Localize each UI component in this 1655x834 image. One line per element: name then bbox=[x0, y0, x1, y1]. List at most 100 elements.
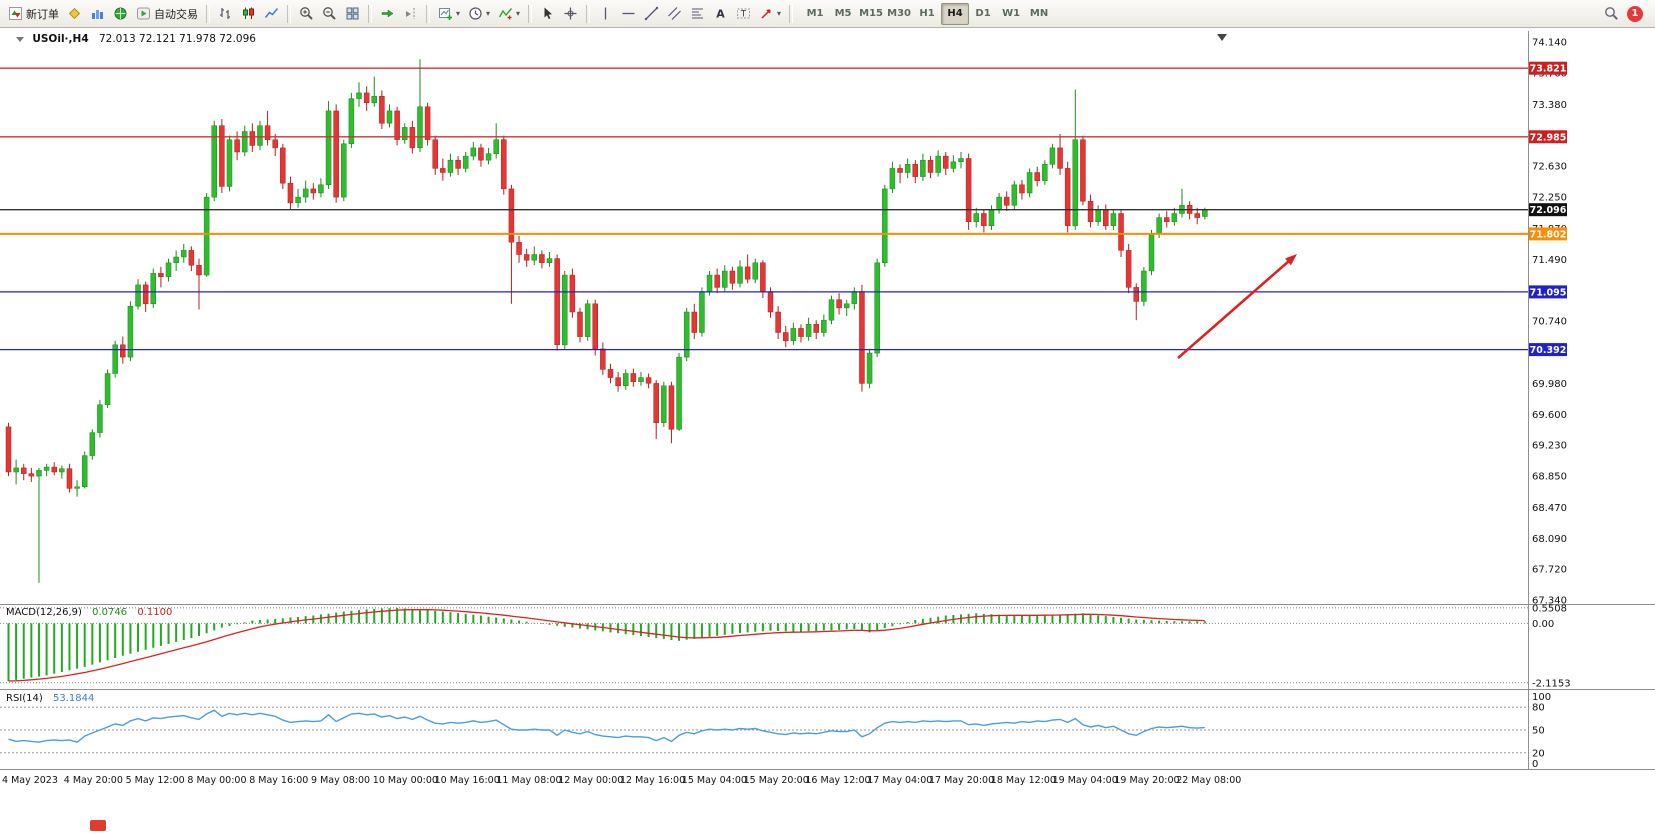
timeframe-h1-button[interactable]: H1 bbox=[919, 7, 935, 19]
text-label-button[interactable]: T bbox=[732, 2, 755, 26]
candlestick-chart-button[interactable] bbox=[237, 2, 260, 26]
trend-arrow[interactable] bbox=[1177, 258, 1292, 359]
candle-body bbox=[158, 273, 164, 277]
candle-body bbox=[127, 305, 134, 358]
navigator-button[interactable] bbox=[109, 2, 132, 26]
vline-icon bbox=[598, 6, 613, 21]
diamond-icon bbox=[67, 6, 82, 21]
timeframe-h4-button[interactable]: H4 bbox=[941, 2, 970, 25]
tile-windows-button[interactable] bbox=[341, 2, 364, 26]
indicators-button[interactable]: ▾ bbox=[494, 2, 524, 26]
candle-body bbox=[562, 274, 568, 346]
time-axis-label: 17 May 20:00 bbox=[929, 775, 994, 786]
chart-shift-button[interactable] bbox=[399, 2, 422, 26]
candle-body bbox=[1171, 213, 1178, 222]
candle-body bbox=[859, 291, 865, 384]
channel-button[interactable] bbox=[663, 2, 686, 26]
bottom-left-red-marker bbox=[90, 820, 106, 831]
trendline-button[interactable] bbox=[640, 2, 663, 26]
dropdown-caret-icon: ▾ bbox=[456, 8, 461, 18]
zoom-in-button[interactable] bbox=[295, 2, 318, 26]
crosshair-button[interactable] bbox=[559, 2, 582, 26]
timeframe-m15-button[interactable]: M15 bbox=[859, 7, 883, 19]
candle-body bbox=[912, 164, 919, 177]
candle-body bbox=[462, 155, 469, 169]
time-axis-label: 19 May 20:00 bbox=[1114, 775, 1179, 786]
globe-icon bbox=[113, 6, 128, 21]
time-axis-label: 9 May 08:00 bbox=[311, 775, 370, 786]
time-axis-label: 19 May 04:00 bbox=[1053, 775, 1118, 786]
autotrading-button-label: 自动交易 bbox=[154, 7, 198, 21]
text-button[interactable]: A bbox=[709, 2, 732, 26]
trend-arrow-head bbox=[1285, 254, 1297, 266]
chart-shift-marker[interactable] bbox=[1217, 34, 1227, 41]
vertical-line-button[interactable] bbox=[594, 2, 617, 26]
cursor-button[interactable] bbox=[536, 2, 559, 26]
text-label-icon: T bbox=[736, 6, 751, 21]
new-chart-button[interactable]: ▾ bbox=[434, 2, 464, 26]
price-tag bbox=[1529, 130, 1567, 144]
candle-body bbox=[668, 385, 675, 430]
candle-body bbox=[135, 284, 141, 307]
candle-body bbox=[1011, 184, 1018, 206]
price-tag bbox=[1529, 227, 1567, 241]
price-axis-label: 69.980 bbox=[1532, 379, 1567, 390]
candle-body bbox=[196, 264, 202, 276]
candle-body bbox=[661, 385, 667, 423]
periods-button[interactable]: ▾ bbox=[464, 2, 494, 26]
candle-body bbox=[302, 188, 309, 198]
search-button[interactable] bbox=[1600, 2, 1623, 26]
metaeditor-button[interactable] bbox=[63, 2, 86, 26]
timeframe-d1-button[interactable]: D1 bbox=[975, 7, 991, 19]
notification-badge[interactable]: 1 bbox=[1627, 5, 1643, 22]
rsi-scale-label: 100 bbox=[1532, 692, 1551, 703]
candle-body bbox=[485, 153, 492, 161]
zoom-out-button[interactable] bbox=[318, 2, 341, 26]
price-tag-label: 72.096 bbox=[1530, 205, 1567, 216]
candle-body bbox=[447, 159, 454, 173]
rsi-scale-label: 20 bbox=[1532, 748, 1545, 759]
candle-body bbox=[1148, 233, 1155, 272]
candle-body bbox=[638, 377, 644, 382]
time-axis-label: 8 May 00:00 bbox=[187, 775, 246, 786]
arrows-button[interactable]: ▾ bbox=[755, 2, 785, 26]
main-plot-area[interactable] bbox=[0, 32, 1528, 604]
charts-button[interactable] bbox=[86, 2, 109, 26]
timeframe-mn-button[interactable]: MN bbox=[1029, 7, 1049, 19]
candle-body bbox=[13, 467, 19, 473]
candle-body bbox=[714, 274, 720, 288]
candle-body bbox=[219, 125, 225, 187]
clock-icon bbox=[468, 6, 483, 21]
toolbar-separator bbox=[789, 4, 794, 23]
auto-scroll-button[interactable] bbox=[376, 2, 399, 26]
candle-body bbox=[501, 139, 507, 190]
timeframe-w1-button[interactable]: W1 bbox=[1002, 7, 1021, 19]
line-chart-button[interactable] bbox=[260, 2, 283, 26]
candle-body bbox=[173, 256, 179, 263]
candle-body bbox=[188, 250, 195, 266]
candle-body bbox=[805, 324, 812, 337]
candle-body bbox=[843, 303, 850, 309]
candle-body bbox=[325, 110, 332, 186]
candle-body bbox=[584, 303, 591, 337]
timeframe-m5-button[interactable]: M5 bbox=[834, 7, 852, 19]
price-axis-label: 68.470 bbox=[1532, 503, 1567, 514]
collapse-chart-icon[interactable] bbox=[16, 37, 24, 42]
horizontal-line-button[interactable] bbox=[617, 2, 640, 26]
candle-body bbox=[821, 319, 827, 333]
autotrading-button[interactable]: 自动交易 bbox=[132, 2, 202, 26]
candle-body bbox=[622, 373, 629, 387]
candle-body bbox=[440, 168, 446, 173]
text-icon: A bbox=[713, 6, 728, 21]
candle-body bbox=[767, 291, 774, 313]
new-order-button[interactable]: 新订单 bbox=[4, 2, 63, 26]
timeframe-m30-button[interactable]: M30 bbox=[887, 7, 911, 19]
candle-body bbox=[866, 352, 873, 384]
timeframe-m1-button[interactable]: M1 bbox=[806, 7, 824, 19]
fibonacci-button[interactable] bbox=[686, 2, 709, 26]
bars-chart-button[interactable] bbox=[214, 2, 237, 26]
candle-body bbox=[1194, 213, 1200, 218]
